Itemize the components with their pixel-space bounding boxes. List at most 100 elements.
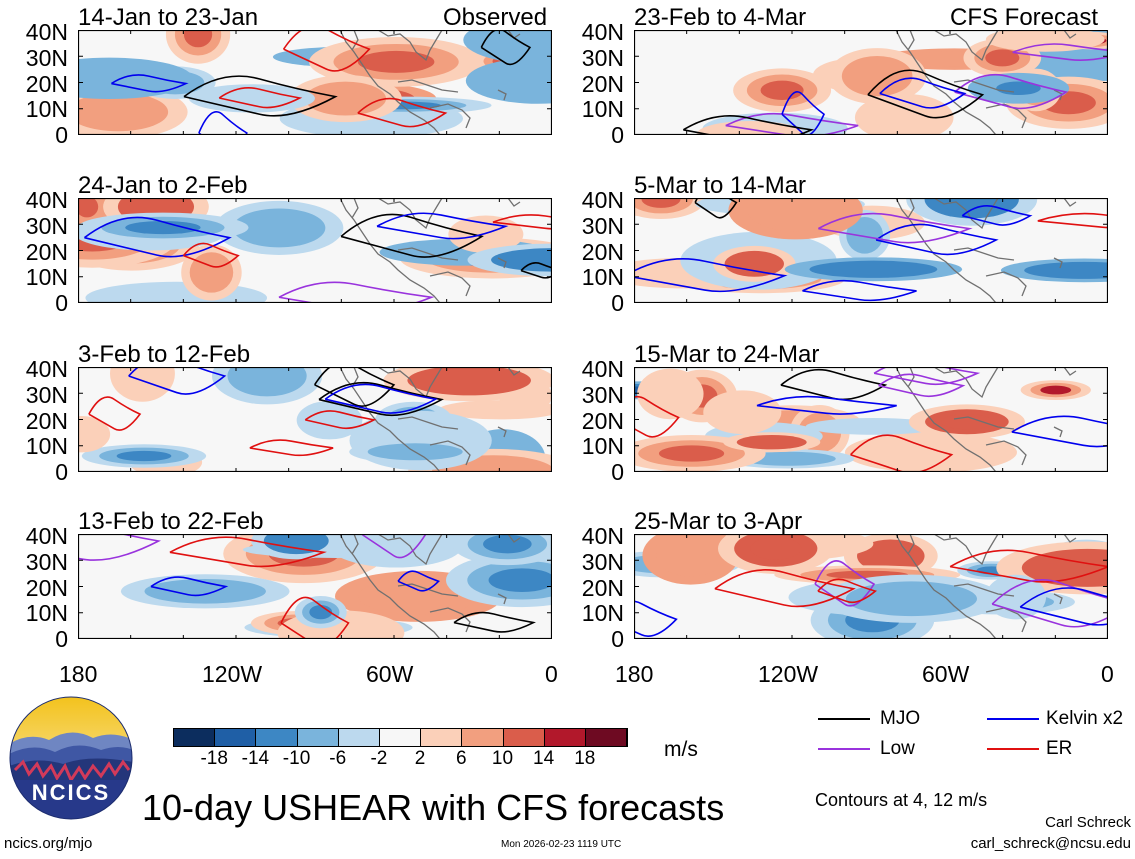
shear-anomaly bbox=[985, 49, 1020, 67]
shear-anomaly bbox=[1040, 385, 1072, 395]
shear-anomaly bbox=[357, 50, 435, 73]
lon-label: 0 bbox=[1101, 661, 1114, 687]
wave-contour bbox=[397, 570, 440, 592]
colorbar-swatch bbox=[462, 729, 504, 746]
coastline bbox=[339, 30, 441, 135]
lat-label: 20N bbox=[581, 575, 624, 601]
colorbar-label: 10 bbox=[491, 748, 514, 769]
colorbar-unit: m/s bbox=[664, 738, 698, 761]
wave-contour bbox=[873, 367, 981, 386]
wave-contour bbox=[78, 534, 162, 561]
wave-contour bbox=[802, 279, 917, 302]
lon-label: 60W bbox=[366, 661, 414, 687]
shear-anomaly bbox=[703, 390, 782, 435]
wave-contour bbox=[313, 367, 396, 407]
lat-label: 10N bbox=[25, 600, 68, 626]
wave-contour bbox=[878, 373, 966, 398]
lat-label: 30N bbox=[581, 45, 624, 71]
shear-map bbox=[634, 534, 1108, 639]
shear-anomaly bbox=[483, 534, 532, 554]
map-frame bbox=[634, 30, 1108, 135]
coastline bbox=[907, 534, 915, 555]
wave-contour bbox=[520, 262, 552, 279]
lat-label: 10N bbox=[581, 96, 624, 122]
lat-label: 20N bbox=[25, 408, 68, 434]
shear-anomaly bbox=[491, 248, 552, 272]
coastline bbox=[985, 440, 1027, 466]
coastline bbox=[1053, 593, 1063, 605]
lat-label: 10N bbox=[25, 264, 68, 290]
wave-contour bbox=[278, 281, 435, 303]
coastline bbox=[507, 367, 521, 376]
shear-anomaly bbox=[941, 414, 993, 430]
coastline bbox=[907, 30, 915, 51]
wave-contour bbox=[694, 198, 738, 219]
wave-contour bbox=[357, 97, 448, 128]
coastline bbox=[933, 30, 999, 62]
wave-contour bbox=[867, 69, 985, 119]
panel-tag: CFS Forecast bbox=[950, 4, 1099, 31]
shear-map bbox=[634, 198, 1108, 303]
coastline bbox=[1053, 257, 1063, 269]
legend-label: ER bbox=[1046, 738, 1073, 759]
panel-title: 5-Mar to 14-Mar bbox=[634, 172, 807, 199]
coastline bbox=[377, 534, 443, 566]
lat-label: 20N bbox=[25, 71, 68, 97]
legend-label: Kelvin x2 bbox=[1046, 708, 1124, 729]
coastline bbox=[953, 416, 1015, 430]
shear-anomaly bbox=[809, 260, 938, 278]
lat-label: 10N bbox=[25, 96, 68, 122]
lat-label: 10N bbox=[581, 264, 624, 290]
colorbar-swatch bbox=[544, 729, 586, 746]
map-frame bbox=[634, 534, 1108, 639]
shear-anomaly bbox=[296, 400, 363, 440]
lat-label: 0 bbox=[611, 459, 624, 485]
map-frame bbox=[78, 534, 552, 639]
coastline bbox=[497, 89, 507, 101]
lon-label: 0 bbox=[545, 661, 558, 687]
wave-contour bbox=[634, 258, 788, 293]
lat-label: 30N bbox=[25, 45, 68, 71]
shear-anomaly bbox=[116, 450, 172, 462]
wave-contour bbox=[88, 396, 142, 431]
colorbar-label: -6 bbox=[329, 748, 347, 769]
lat-label: 0 bbox=[55, 626, 68, 652]
shear-map bbox=[78, 198, 552, 303]
shear-anomaly bbox=[78, 415, 111, 453]
coastline bbox=[507, 198, 521, 207]
lat-label: 20N bbox=[581, 408, 624, 434]
lat-label: 30N bbox=[25, 213, 68, 239]
wave-contour bbox=[634, 395, 680, 438]
legend-label: Low bbox=[880, 738, 915, 759]
panel-title: 25-Mar to 3-Apr bbox=[634, 508, 803, 535]
map-frame bbox=[78, 367, 552, 472]
shear-anomaly bbox=[760, 80, 804, 100]
wave-contour bbox=[991, 579, 1108, 628]
lat-label: 40N bbox=[581, 187, 624, 213]
coastline bbox=[497, 593, 507, 605]
wave-contour bbox=[280, 596, 350, 639]
coastline bbox=[895, 534, 997, 639]
shear-anomaly bbox=[1024, 261, 1108, 279]
map-frame bbox=[634, 198, 1108, 303]
shear-anomaly bbox=[641, 198, 681, 208]
legend-swatch-low bbox=[818, 748, 870, 750]
coastline bbox=[339, 534, 441, 639]
wave-contour bbox=[376, 212, 509, 240]
lon-label: 180 bbox=[59, 661, 98, 687]
shear-map bbox=[78, 367, 552, 472]
shear-anomaly bbox=[845, 581, 978, 617]
shear-map bbox=[634, 367, 1108, 472]
coastline bbox=[351, 30, 359, 51]
coastline bbox=[1063, 198, 1077, 207]
axis-ticks bbox=[78, 367, 552, 472]
shear-anomaly bbox=[841, 55, 913, 97]
lat-label: 40N bbox=[581, 523, 624, 549]
wave-contour bbox=[949, 549, 1108, 583]
wave-contour bbox=[169, 536, 327, 568]
lat-label: 30N bbox=[25, 382, 68, 408]
coastline bbox=[953, 247, 1015, 261]
wave-contour bbox=[282, 30, 371, 72]
coastline bbox=[1053, 426, 1063, 438]
shear-anomaly bbox=[144, 579, 266, 604]
